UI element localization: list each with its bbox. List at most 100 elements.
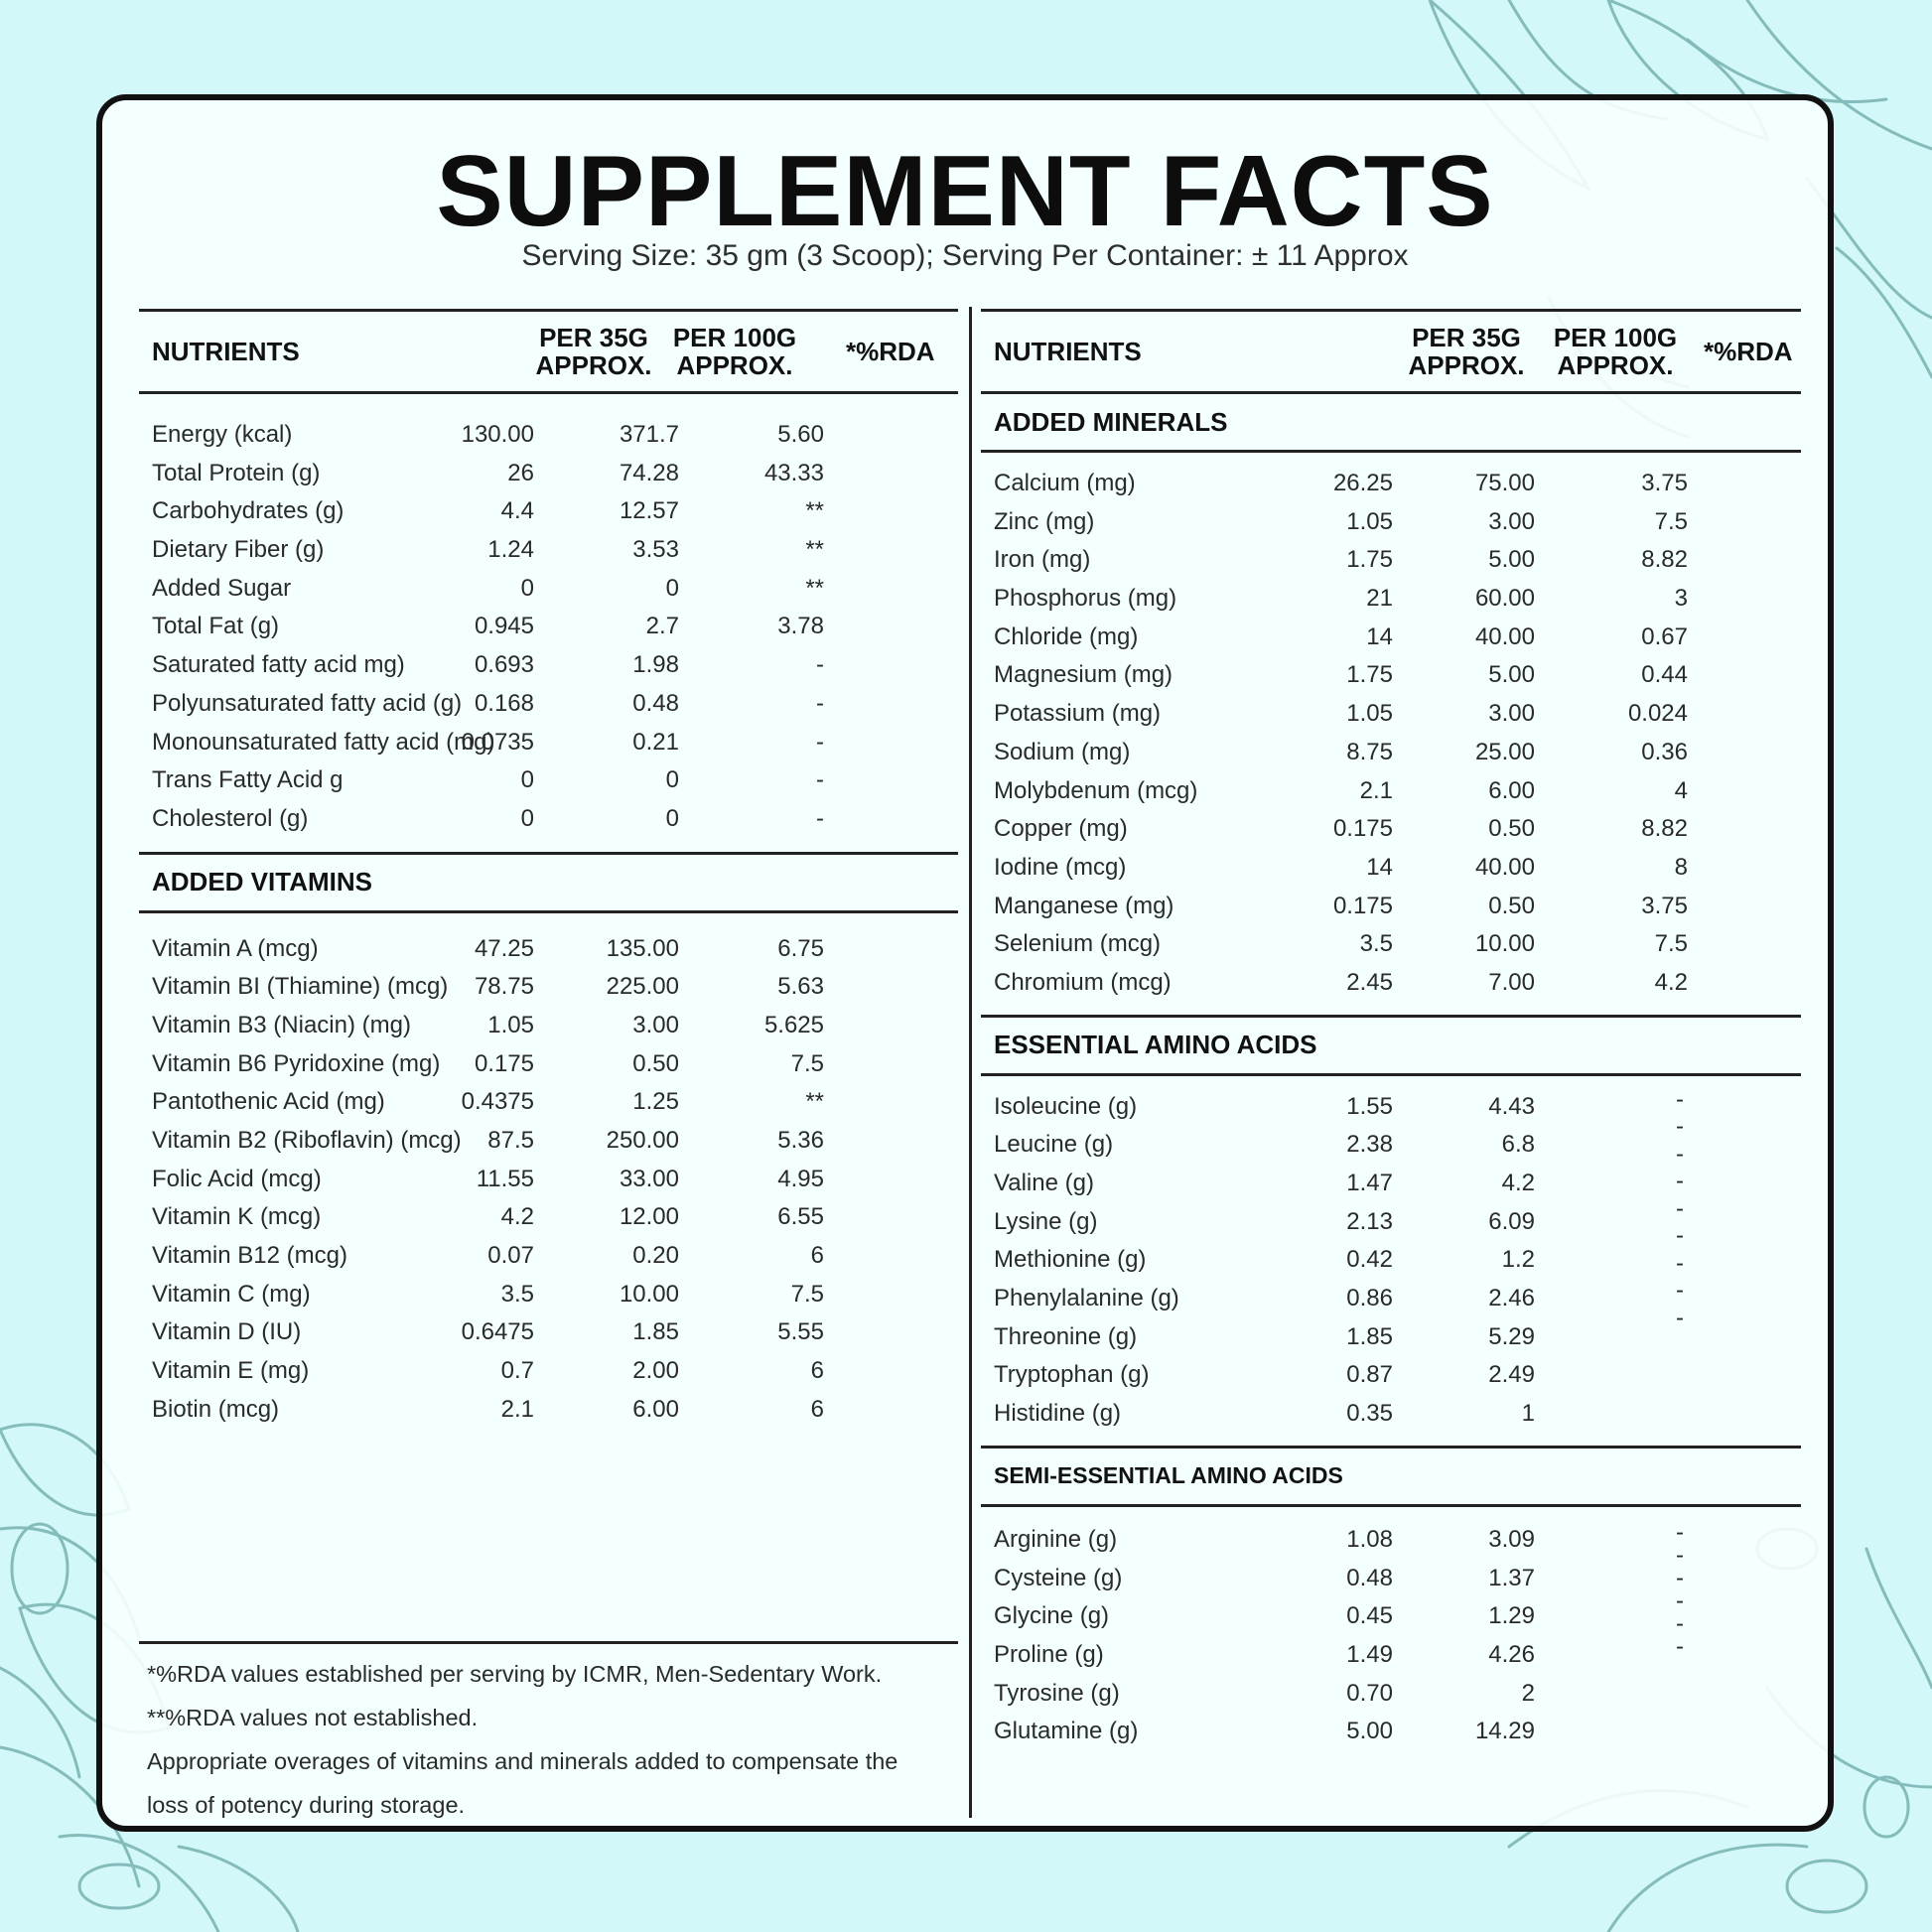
value-per-100g: 5.29: [1488, 1322, 1535, 1350]
value-rda: 8: [1674, 853, 1688, 881]
divider: [981, 1014, 1801, 1018]
nutrient-name: Potassium (mg): [994, 700, 1162, 728]
nutrient-name: Vitamin A (mcg): [152, 934, 319, 962]
value-per-100g: 225.00: [606, 973, 679, 1001]
nutrients-table: Energy (kcal) 130.00 371.7 5.60 Total Protei…: [139, 416, 958, 839]
value-per-100g: 0.48: [632, 689, 679, 717]
value-per-35g: 0.175: [1332, 815, 1393, 843]
value-rda: 7.5: [1654, 930, 1688, 958]
table-row: Magnesium (mg) 1.75 5.00 0.44: [981, 656, 1801, 695]
table-row: Vitamin A (mcg) 47.25 135.00 6.75: [139, 930, 958, 969]
value-rda: 4.2: [1654, 968, 1688, 996]
value-per-35g: 1.05: [487, 1011, 534, 1038]
left-column: NUTRIENTS PER 35G APPROX. PER 100G APPROX.…: [139, 309, 958, 1430]
table-row: Monounsaturated fatty acid (mg) 0.0735 0.2…: [139, 724, 958, 762]
value-per-35g: 0.693: [474, 651, 534, 679]
nutrient-name: Carbohydrates (g): [152, 497, 345, 525]
value-per-35g: 2.38: [1346, 1131, 1393, 1159]
table-row: Phosphorus (mg) 21 60.00 3: [981, 580, 1801, 619]
value-per-35g: 0.70: [1346, 1679, 1393, 1707]
table-row: Arginine (g) 1.08 3.09: [981, 1521, 1801, 1560]
value-per-100g: 1: [1521, 1400, 1535, 1428]
nutrient-name: Valine (g): [994, 1170, 1094, 1196]
value-per-100g: 40.00: [1474, 853, 1535, 881]
nutrient-name: Iodine (mcg): [994, 853, 1127, 881]
value-rda: 8.82: [1641, 815, 1688, 843]
table-row: Total Protein (g) 26 74.28 43.33: [139, 455, 958, 493]
nutrient-name: Leucine (g): [994, 1131, 1114, 1159]
value-per-35g: 47.25: [474, 934, 534, 962]
value-per-100g: 75.00: [1474, 470, 1535, 496]
value-per-100g: 7.00: [1488, 968, 1535, 996]
nutrient-name: Selenium (mcg): [994, 930, 1162, 958]
table-row: Phenylalanine (g) 0.86 2.46: [981, 1280, 1801, 1318]
table-row: Proline (g) 1.49 4.26: [981, 1636, 1801, 1675]
value-per-35g: 2.13: [1346, 1207, 1393, 1235]
value-per-100g: 2.00: [632, 1357, 679, 1385]
divider: [981, 1503, 1801, 1507]
table-row: Chloride (mg) 14 40.00 0.67: [981, 619, 1801, 657]
value-per-35g: 1.05: [1346, 700, 1393, 728]
nutrient-name: Monounsaturated fatty acid (mg): [152, 728, 495, 756]
value-rda: -: [816, 766, 824, 794]
table-row: Total Fat (g) 0.945 2.7 3.78: [139, 608, 958, 646]
table-row: Tyrosine (g) 0.70 2: [981, 1675, 1801, 1714]
nutrient-name: Vitamin E (mg): [152, 1357, 310, 1385]
value-rda: **: [805, 1088, 824, 1116]
value-per-100g: 10.00: [619, 1280, 679, 1308]
value-per-100g: 0: [665, 574, 679, 602]
rda-dash: -: [1676, 1194, 1684, 1222]
value-rda: 5.625: [763, 1011, 824, 1038]
nutrient-name: Calcium (mg): [994, 470, 1136, 496]
nutrient-name: Tyrosine (g): [994, 1679, 1120, 1707]
table-row: Vitamin E (mg) 0.7 2.00 6: [139, 1352, 958, 1391]
value-rda: 5.60: [777, 421, 824, 448]
table-row: Saturated fatty acid mg) 0.693 1.98 -: [139, 646, 958, 685]
rda-dash: -: [1676, 1277, 1684, 1305]
value-rda: 3.75: [1641, 892, 1688, 919]
nutrient-name: Magnesium (mg): [994, 661, 1173, 689]
value-rda: 5.55: [777, 1318, 824, 1346]
section-heading: ADDED MINERALS: [994, 406, 1228, 437]
rda-dash: -: [1676, 1085, 1684, 1113]
header-per-100g: PER 100G APPROX.: [1553, 322, 1678, 380]
value-per-35g: 1.05: [1346, 507, 1393, 535]
header-per-100g: PER 100G APPROX.: [672, 322, 797, 380]
value-per-100g: 12.00: [619, 1203, 679, 1231]
table-row: Leucine (g) 2.38 6.8: [981, 1126, 1801, 1165]
value-per-100g: 1.37: [1488, 1564, 1535, 1591]
value-per-35g: 2.1: [1359, 776, 1393, 804]
header-nutrients: NUTRIENTS: [152, 336, 300, 366]
value-rda: 5.63: [777, 973, 824, 1001]
value-per-35g: 87.5: [487, 1127, 534, 1154]
nutrient-name: Vitamin B2 (Riboflavin) (mcg): [152, 1127, 462, 1154]
nutrient-name: Saturated fatty acid mg): [152, 651, 405, 679]
value-per-35g: 1.49: [1346, 1640, 1393, 1668]
value-per-35g: 0.175: [1332, 892, 1393, 919]
nutrient-name: Phenylalanine (g): [994, 1285, 1179, 1312]
nutrient-name: Arginine (g): [994, 1525, 1118, 1553]
rda-dash: -: [1676, 1304, 1684, 1331]
value-per-35g: 21: [1366, 585, 1393, 613]
table-row: Biotin (mcg) 2.1 6.00 6: [139, 1391, 958, 1430]
value-per-100g: 60.00: [1474, 585, 1535, 613]
nutrient-name: Total Protein (g): [152, 459, 321, 486]
divider: [981, 1445, 1801, 1449]
table-row: Added Sugar 0 0 **: [139, 570, 958, 609]
nutrient-name: Isoleucine (g): [994, 1092, 1138, 1120]
value-rda: 0.36: [1641, 738, 1688, 765]
value-rda: 4.95: [777, 1165, 824, 1192]
nutrient-name: Copper (mg): [994, 815, 1128, 843]
rda-dash: -: [1676, 1609, 1684, 1637]
value-per-100g: 0.50: [1488, 892, 1535, 919]
value-rda: **: [805, 574, 824, 602]
table-row: Chromium (mcg) 2.45 7.00 4.2: [981, 964, 1801, 1003]
nutrient-name: Total Fat (g): [152, 613, 280, 640]
section-semi-essential-amino-acids: SEMI-ESSENTIAL AMINO ACIDS: [981, 1449, 1801, 1504]
rda-dash: -: [1676, 1587, 1684, 1614]
value-per-35g: 3.5: [1359, 930, 1393, 958]
table-row: Vitamin B12 (mcg) 0.07 0.20 6: [139, 1237, 958, 1276]
value-rda: 3.78: [777, 613, 824, 640]
table-row: Valine (g) 1.47 4.2: [981, 1165, 1801, 1203]
value-per-35g: 1.75: [1346, 661, 1393, 689]
